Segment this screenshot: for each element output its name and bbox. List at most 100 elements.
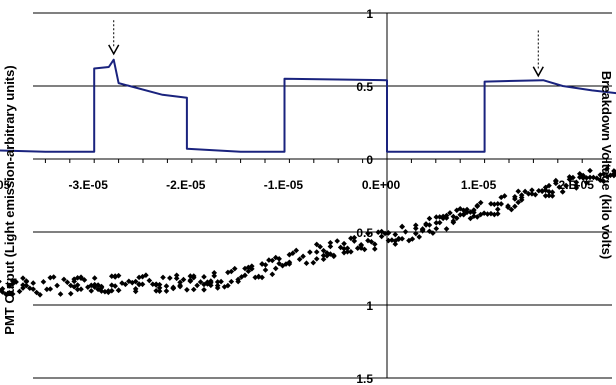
voltage-data-point bbox=[153, 282, 159, 288]
voltage-data-point bbox=[276, 260, 282, 267]
voltage-data-point bbox=[484, 211, 491, 217]
voltage-data-point bbox=[334, 238, 341, 244]
x-tick-label: -2.E-05 bbox=[166, 178, 206, 192]
voltage-data-point bbox=[23, 278, 30, 285]
voltage-data-point bbox=[156, 288, 163, 294]
voltage-data-point bbox=[515, 188, 522, 195]
voltage-data-point bbox=[518, 192, 525, 198]
voltage-data-point bbox=[276, 256, 282, 262]
voltage-data-point bbox=[372, 241, 378, 248]
voltage-data-point bbox=[399, 224, 405, 230]
voltage-data-point bbox=[344, 248, 351, 255]
voltage-data-point bbox=[423, 222, 429, 228]
x-tick-label: -4.E-05 bbox=[0, 178, 11, 192]
voltage-data-point bbox=[163, 283, 170, 289]
voltage-data-point bbox=[331, 252, 337, 259]
voltage-data-point bbox=[160, 274, 166, 281]
voltage-data-point bbox=[559, 188, 566, 195]
voltage-data-point bbox=[600, 178, 607, 185]
voltage-data-point bbox=[351, 234, 358, 241]
voltage-data-point bbox=[293, 247, 300, 254]
voltage-data-point bbox=[286, 259, 293, 266]
voltage-data-point bbox=[85, 284, 91, 290]
voltage-data-point bbox=[474, 214, 481, 220]
voltage-data-point bbox=[344, 245, 351, 252]
voltage-data-point bbox=[57, 291, 64, 297]
voltage-data-point bbox=[354, 245, 361, 251]
voltage-data-point bbox=[412, 225, 419, 232]
voltage-data-point bbox=[136, 274, 142, 281]
voltage-data-point bbox=[74, 275, 81, 281]
voltage-data-point bbox=[218, 278, 224, 285]
voltage-data-point bbox=[447, 210, 453, 216]
voltage-data-point bbox=[228, 268, 235, 275]
voltage-data-point bbox=[170, 285, 177, 292]
voltage-data-point bbox=[13, 279, 19, 285]
voltage-data-point bbox=[365, 230, 371, 237]
voltage-data-point bbox=[443, 226, 450, 232]
voltage-data-point bbox=[583, 175, 590, 181]
voltage-data-point bbox=[481, 210, 487, 217]
voltage-data-point bbox=[341, 245, 347, 252]
x-tick-label: 1.E-05 bbox=[461, 178, 497, 192]
voltage-data-point bbox=[249, 263, 255, 269]
y-tick-label: 1 bbox=[366, 299, 373, 313]
voltage-data-point bbox=[348, 235, 354, 242]
voltage-data-point bbox=[611, 172, 616, 179]
voltage-data-point bbox=[412, 222, 419, 229]
voltage-data-point bbox=[491, 201, 498, 208]
voltage-data-point bbox=[208, 282, 214, 289]
voltage-data-point bbox=[310, 259, 317, 266]
x-tick-label: 2.E-05 bbox=[559, 178, 595, 192]
voltage-data-point bbox=[228, 278, 235, 285]
voltage-data-point bbox=[327, 239, 334, 246]
voltage-data-point bbox=[402, 228, 409, 235]
voltage-data-point bbox=[78, 286, 84, 293]
voltage-data-point bbox=[47, 286, 54, 292]
voltage-data-point bbox=[542, 192, 549, 199]
voltage-data-point bbox=[450, 213, 457, 220]
y-tick-label: 0.5 bbox=[356, 226, 373, 240]
pmt-output-line bbox=[0, 58, 616, 153]
voltage-data-point bbox=[143, 272, 149, 279]
voltage-data-point bbox=[320, 247, 327, 254]
voltage-data-point bbox=[167, 275, 173, 281]
voltage-data-point bbox=[214, 285, 221, 291]
voltage-data-point bbox=[515, 199, 522, 206]
voltage-data-point bbox=[563, 182, 569, 189]
voltage-data-point bbox=[378, 233, 385, 240]
voltage-data-point bbox=[180, 276, 187, 283]
voltage-data-point bbox=[416, 234, 423, 240]
voltage-data-point bbox=[358, 245, 364, 251]
voltage-data-point bbox=[392, 241, 399, 247]
voltage-data-point bbox=[286, 251, 293, 258]
voltage-data-point bbox=[505, 203, 511, 209]
voltage-data-point bbox=[115, 287, 122, 293]
voltage-data-point bbox=[283, 261, 289, 267]
voltage-data-point bbox=[324, 252, 330, 259]
voltage-data-point bbox=[255, 274, 262, 280]
voltage-data-point bbox=[450, 219, 457, 226]
voltage-data-point bbox=[88, 288, 95, 294]
voltage-data-point bbox=[208, 278, 214, 284]
voltage-data-point bbox=[146, 277, 153, 284]
voltage-data-point bbox=[47, 274, 54, 281]
voltage-data-point bbox=[361, 246, 368, 253]
voltage-data-point bbox=[0, 289, 6, 295]
voltage-data-point bbox=[269, 271, 276, 278]
voltage-data-point bbox=[457, 211, 463, 218]
voltage-data-point bbox=[382, 230, 388, 237]
voltage-data-point bbox=[40, 279, 47, 285]
voltage-data-point bbox=[430, 230, 436, 236]
voltage-data-point bbox=[426, 215, 433, 222]
voltage-data-point bbox=[156, 281, 163, 288]
voltage-data-point bbox=[348, 248, 354, 255]
voltage-data-point bbox=[494, 201, 501, 207]
voltage-data-point bbox=[583, 179, 590, 186]
voltage-data-point bbox=[98, 284, 105, 291]
voltage-data-point bbox=[177, 279, 183, 286]
series-layer bbox=[0, 20, 616, 298]
voltage-data-point bbox=[498, 201, 504, 207]
